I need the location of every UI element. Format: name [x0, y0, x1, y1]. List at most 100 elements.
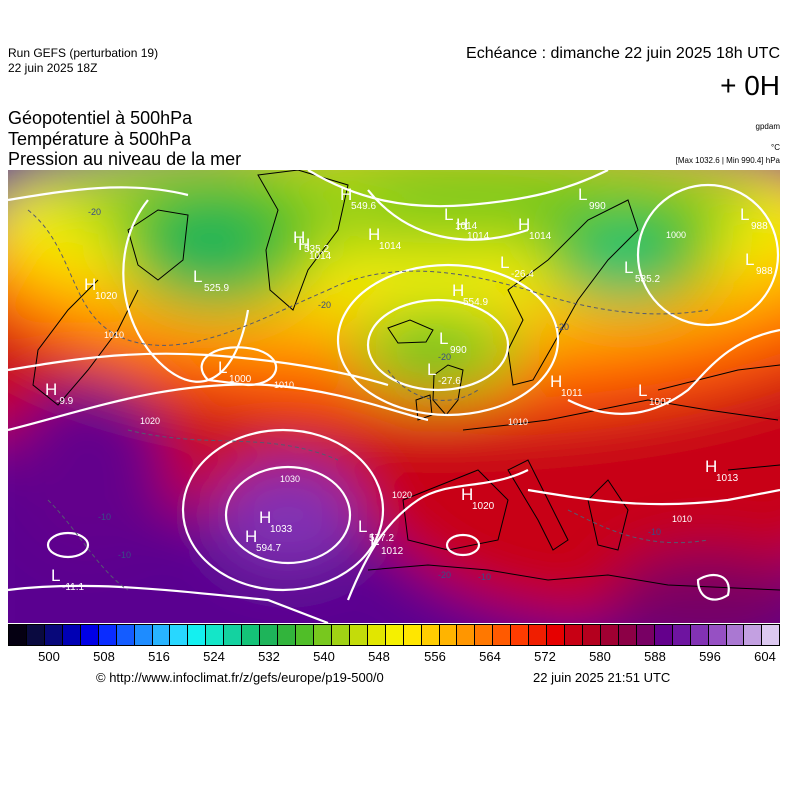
- color-scale-cell: [349, 625, 368, 645]
- color-scale-cell: [278, 625, 296, 645]
- isotherm-label: -10: [648, 527, 661, 537]
- isotherm-label: -20: [438, 352, 451, 362]
- pressure-center-letter: H: [298, 235, 310, 254]
- pressure-center-letter: H: [452, 281, 464, 300]
- isobar-label: 1010: [672, 514, 692, 524]
- color-scale-cell: [224, 625, 243, 645]
- pressure-center-letter: H: [550, 372, 562, 391]
- pressure-center-value: 990: [450, 345, 467, 356]
- isotherm-labels: -20 -20 -20 -20 -10 -10 -10 -10 -20: [88, 207, 661, 582]
- generated-time: 22 juin 2025 21:51 UTC: [533, 670, 671, 685]
- isobar-label: 1000: [666, 230, 686, 240]
- forecast-valid-time: Echéance : dimanche 22 juin 2025 18h UTC: [466, 45, 780, 62]
- pressure-center-value: 525.9: [204, 283, 229, 294]
- isobar-labels: 1010 1010 1020 1030 1020 1010 1010 1000: [104, 230, 692, 524]
- pressure-center-value: -27.6: [438, 376, 461, 387]
- color-scale-cell: [565, 625, 583, 645]
- color-scale-cell: [421, 625, 440, 645]
- pressure-center-letter: H: [45, 380, 57, 399]
- pressure-center-value: 1014: [309, 251, 332, 262]
- pressure-center-letter: L: [740, 205, 749, 224]
- color-scale-cell: [493, 625, 512, 645]
- pressure-center-value: 1014: [467, 231, 490, 242]
- pressure-center-letter: L: [578, 185, 587, 204]
- isobar-label: 1020: [140, 416, 160, 426]
- color-scale-cell: [98, 625, 117, 645]
- color-scale-cell: [80, 625, 99, 645]
- pressure-extremes: [Max 1032.6 | Min 990.4] hPa: [675, 156, 780, 165]
- title-pressure: Pression au niveau de la mer: [8, 149, 242, 169]
- color-scale-cell: [690, 625, 709, 645]
- color-scale-cell: [313, 625, 332, 645]
- title-temperature: Température à 500hPa: [8, 129, 192, 149]
- pressure-center-letter: H: [461, 485, 473, 504]
- isobar-label: 1010: [104, 330, 124, 340]
- pressure-center-letter: H: [245, 527, 257, 546]
- pressure-center-value: -9.9: [56, 396, 74, 407]
- color-scale-cell: [529, 625, 548, 645]
- color-scale-tick: 580: [589, 649, 611, 664]
- unit-geopotential: gpdam: [755, 122, 780, 131]
- color-scale-tick: 596: [699, 649, 721, 664]
- isotherm-label: -20: [438, 570, 451, 580]
- unit-temperature: °C: [771, 143, 780, 152]
- run-title: Run GEFS (perturbation 19): [8, 46, 159, 60]
- color-scale-tick: 500: [38, 649, 60, 664]
- pressure-center-letter: L: [427, 360, 436, 379]
- pressure-center-value: 594.7: [256, 543, 281, 554]
- isotherm-label: -20: [556, 322, 569, 332]
- isotherm-label: -20: [88, 207, 101, 217]
- pressure-center-letter: L: [370, 530, 379, 549]
- pressure-center-letter: H: [456, 215, 468, 234]
- pressure-center-letter: L: [624, 258, 633, 277]
- color-scale-cell: [116, 625, 135, 645]
- color-scale-cell: [547, 625, 566, 645]
- pressure-center-letter: L: [745, 250, 754, 269]
- isobar-label: 1030: [280, 474, 300, 484]
- color-scale-cell: [744, 625, 763, 645]
- color-scale-cell: [242, 625, 261, 645]
- pressure-center-letter: L: [218, 358, 227, 377]
- pressure-center: L-11.1: [51, 566, 84, 593]
- color-scale-cell: [26, 625, 45, 645]
- pressure-center-value: 535.2: [635, 274, 660, 285]
- color-scale-cell: [206, 625, 225, 645]
- color-scale-cell: [475, 625, 494, 645]
- color-scale-tick: 556: [424, 649, 446, 664]
- color-scale-cell: [62, 625, 81, 645]
- pressure-center-letter: L: [193, 267, 202, 286]
- pressure-center-value: 990: [589, 201, 606, 212]
- weather-map[interactable]: H 549.6 H 1014 L 1014 H 1014 L 988 L 988 L 990 H 535.2 H…: [8, 170, 780, 623]
- pressure-center-letter: L: [500, 253, 509, 272]
- pressure-center-value: 1000: [229, 374, 252, 385]
- pressure-center-value: -26.4: [511, 269, 534, 280]
- run-date: 22 juin 2025 18Z: [8, 61, 98, 75]
- color-scale-ticks: 500 508 516 524 532 540 548 556 564 572 580 588 596 6…: [8, 649, 780, 667]
- pressure-center-letter: L: [444, 205, 453, 224]
- title-geopotential: Géopotentiel à 500hPa: [8, 108, 193, 128]
- pressure-center-value: 988: [751, 221, 768, 232]
- color-scale-tick: 516: [148, 649, 170, 664]
- pressure-center-letter: H: [705, 457, 717, 476]
- pressure-center-letter: H: [84, 275, 96, 294]
- pressure-center-value: 1011: [561, 388, 583, 399]
- color-scale-tick: 540: [313, 649, 335, 664]
- pressure-center-value: 1014: [455, 221, 478, 232]
- pressure-center-letter: L: [51, 566, 60, 585]
- pressure-center: H-9.9: [45, 380, 74, 407]
